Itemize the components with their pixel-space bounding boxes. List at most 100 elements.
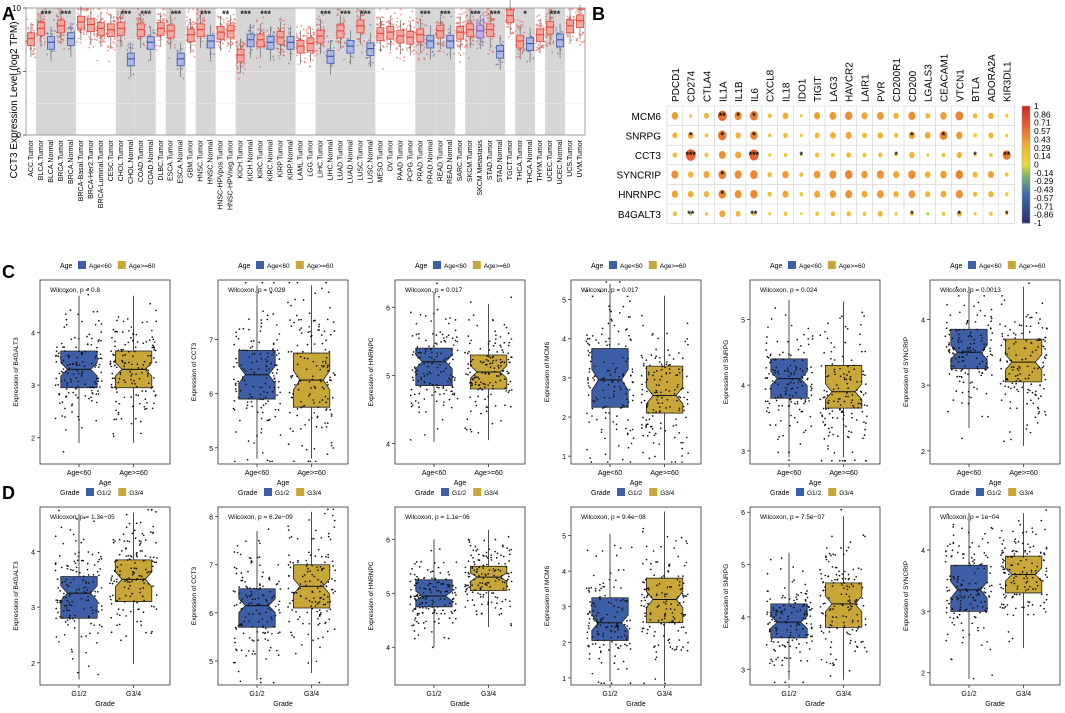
data-point xyxy=(406,47,408,50)
correlation-dot xyxy=(750,130,758,140)
data-point xyxy=(838,459,841,462)
data-point xyxy=(863,404,866,406)
data-point xyxy=(483,15,486,17)
data-point xyxy=(1039,338,1042,341)
data-point xyxy=(495,375,498,377)
data-point xyxy=(483,386,486,388)
data-point xyxy=(957,361,960,363)
box xyxy=(496,45,505,59)
data-point xyxy=(442,42,445,45)
data-point xyxy=(597,342,600,344)
data-point xyxy=(431,394,433,397)
data-point xyxy=(342,16,345,19)
data-point xyxy=(501,349,504,352)
data-point xyxy=(447,28,450,31)
data-point xyxy=(291,374,294,377)
column-label: CEACAM1 xyxy=(940,53,951,102)
data-point xyxy=(550,16,553,19)
significance-mark: * xyxy=(721,189,725,199)
colorbar-segment xyxy=(1022,129,1030,132)
correlation-dot xyxy=(846,152,852,158)
data-point xyxy=(98,8,101,11)
box xyxy=(466,23,475,37)
data-point xyxy=(766,336,768,338)
data-point xyxy=(856,381,858,383)
correlation-dot xyxy=(768,212,772,216)
data-point xyxy=(136,341,139,343)
data-point xyxy=(535,42,537,45)
significance-annotation: *** xyxy=(170,9,181,19)
plot-frame xyxy=(39,279,171,465)
data-point xyxy=(487,52,490,55)
data-point xyxy=(622,373,625,375)
colorbar-segment xyxy=(1022,201,1030,204)
colorbar-segment xyxy=(1022,111,1030,115)
data-point xyxy=(113,20,116,22)
data-point xyxy=(390,15,393,17)
correlation-dot xyxy=(955,170,964,180)
data-point xyxy=(136,363,139,366)
correlation-dot xyxy=(987,171,994,179)
data-point xyxy=(168,57,171,59)
correlation-dot xyxy=(955,190,963,199)
data-point xyxy=(1021,358,1024,361)
data-point xyxy=(842,414,845,417)
data-point xyxy=(1044,336,1047,339)
data-point xyxy=(795,392,797,394)
data-point xyxy=(586,290,588,292)
data-point xyxy=(273,351,276,354)
x-tick-label: Age<60 xyxy=(245,470,269,477)
data-point xyxy=(330,415,333,417)
data-point xyxy=(580,9,583,12)
data-point xyxy=(305,34,308,37)
data-point xyxy=(767,326,769,329)
data-point xyxy=(497,375,500,377)
data-point xyxy=(115,409,117,412)
y-tick-label: 4 xyxy=(31,331,35,338)
data-point xyxy=(1037,412,1040,415)
significance-mark: * xyxy=(1005,209,1009,219)
y-tick-label: 3 xyxy=(31,605,35,612)
data-point xyxy=(589,457,592,459)
data-point xyxy=(645,419,648,421)
legend-swatch xyxy=(433,261,441,269)
correlation-dot xyxy=(893,132,899,138)
data-point xyxy=(986,355,989,358)
data-point xyxy=(375,40,378,43)
data-point xyxy=(679,396,682,399)
data-point xyxy=(668,368,671,370)
data-point xyxy=(43,43,46,46)
data-point xyxy=(836,384,838,386)
correlation-dot xyxy=(908,190,916,199)
correlation-dot xyxy=(750,170,758,180)
data-point xyxy=(811,387,813,390)
data-point xyxy=(251,361,253,364)
colorbar-segment xyxy=(1022,150,1030,154)
data-point xyxy=(191,25,194,28)
data-point xyxy=(508,361,511,364)
data-point xyxy=(451,354,454,356)
data-point xyxy=(130,326,133,328)
data-point xyxy=(467,363,470,365)
y-tick-label: 3 xyxy=(741,449,745,456)
data-point xyxy=(593,379,596,381)
correlation-dot xyxy=(830,211,836,217)
data-point xyxy=(486,8,489,11)
data-point xyxy=(479,387,482,389)
data-point xyxy=(123,396,126,399)
data-point xyxy=(646,434,649,437)
data-point xyxy=(777,451,780,454)
data-point xyxy=(337,49,340,52)
data-point xyxy=(83,575,85,578)
correlation-dot xyxy=(672,211,678,217)
column-label: BTLA xyxy=(971,77,982,102)
data-point xyxy=(289,427,292,430)
x-tick-label: HNSC-HPVpos.Tumor xyxy=(218,139,225,209)
data-point xyxy=(850,401,853,404)
data-point xyxy=(62,596,65,598)
data-point xyxy=(788,375,791,377)
data-point xyxy=(851,399,854,401)
data-point xyxy=(642,324,644,327)
data-point xyxy=(985,362,988,365)
data-point xyxy=(670,461,673,463)
